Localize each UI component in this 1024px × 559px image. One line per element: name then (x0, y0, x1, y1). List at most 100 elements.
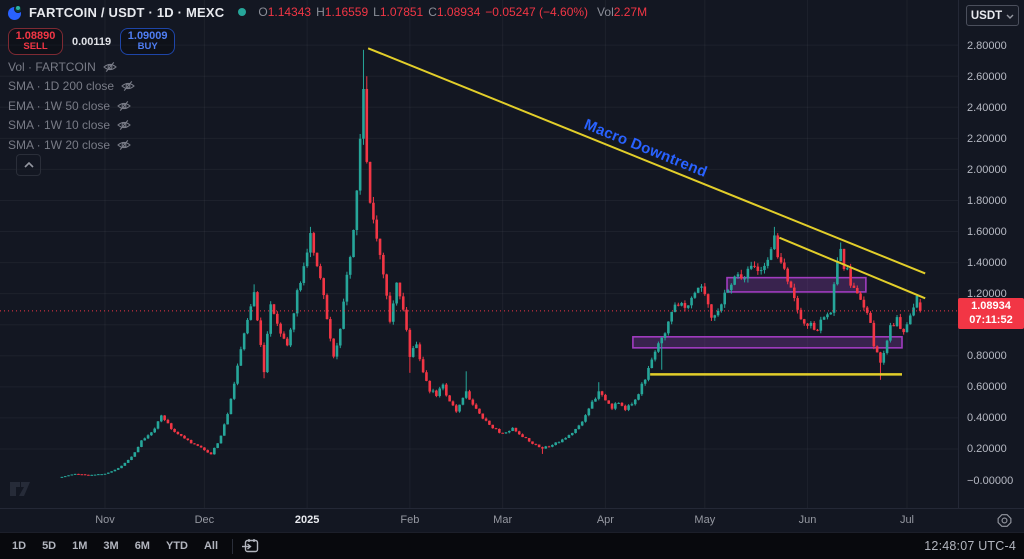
price-tick-label: 1.20000 (967, 288, 1007, 301)
candle-body (309, 233, 312, 253)
candle-body (236, 365, 239, 384)
time-tick-month: Nov (95, 514, 115, 526)
candle-body (133, 452, 137, 457)
candle-body (451, 401, 455, 406)
axis-settings-gear-icon[interactable] (997, 513, 1012, 533)
tradingview-logo (10, 482, 30, 496)
range-button-all[interactable]: All (203, 540, 219, 552)
candle-body (806, 323, 809, 326)
candle-body (700, 286, 703, 288)
candle-body (677, 304, 680, 306)
sell-button[interactable]: 1.08890 SELL (8, 28, 63, 55)
candle-body (607, 400, 611, 404)
price-axis[interactable]: USDT 1.08934 07:11:52 2.80000 2.60000 2.40… (958, 0, 1024, 531)
time-axis[interactable]: Nov Dec 2025 Feb Mar Apr May Jun Jul (0, 508, 1024, 532)
range-button-1m[interactable]: 1M (72, 540, 88, 552)
candle-body (338, 328, 342, 346)
price-tick-label: 2.40000 (967, 101, 1007, 114)
range-button-5d[interactable]: 5D (42, 540, 57, 552)
visibility-eye-off-icon[interactable] (102, 61, 117, 73)
candle-body (358, 138, 362, 191)
candle-body (895, 317, 899, 327)
indicator-row[interactable]: EMA · 1W 50 close (8, 96, 135, 116)
time-tick-month: Apr (596, 514, 614, 526)
session-clock[interactable]: 12:48:07 UTC-4 (924, 539, 1016, 553)
visibility-eye-off-icon[interactable] (117, 119, 131, 131)
resistance-zone[interactable] (726, 276, 867, 293)
candle-body (643, 379, 647, 384)
price-tick-label: 1.60000 (967, 226, 1007, 239)
indicator-row[interactable]: SMA · 1W 10 close (8, 116, 135, 136)
range-button-1d[interactable]: 1D (12, 540, 27, 552)
visibility-eye-off-icon[interactable] (117, 100, 131, 112)
goto-date-button[interactable] (241, 538, 260, 554)
candle-body (859, 293, 862, 300)
candle-body (812, 322, 816, 330)
close-value: 1.08934 (436, 5, 481, 19)
candle-body (126, 460, 130, 463)
candle-body (660, 337, 664, 344)
candle-body (796, 298, 799, 310)
candle-body (345, 274, 349, 302)
legend-collapse-button[interactable] (16, 154, 41, 176)
candle-body (686, 305, 690, 308)
candle-body (617, 402, 620, 404)
price-tick-label: 0.20000 (967, 443, 1007, 456)
price-tick-label: 0.40000 (967, 412, 1007, 425)
macro-downtrend-line[interactable] (367, 47, 926, 275)
support-zone[interactable] (632, 336, 903, 349)
toolbar-divider (232, 538, 234, 554)
candle-body (362, 88, 365, 139)
candle-body (401, 296, 405, 310)
currency-toggle-button[interactable]: USDT (966, 5, 1019, 26)
time-tick-month: Jun (798, 514, 817, 526)
candle-body (507, 430, 511, 433)
price-tick-label: 2.20000 (967, 132, 1007, 145)
candle-body (100, 474, 103, 476)
candle-body (352, 229, 355, 258)
candle-body (726, 290, 730, 293)
candle-body (179, 434, 183, 436)
range-button-ytd[interactable]: YTD (165, 540, 188, 552)
indicator-row[interactable]: SMA · 1D 200 close (8, 77, 135, 97)
candle-body (83, 474, 87, 476)
range-button-6m[interactable]: 6M (134, 540, 150, 552)
candle-body (405, 309, 408, 330)
candle-body (577, 425, 581, 429)
candle-body (464, 391, 468, 398)
candle-body (819, 319, 823, 331)
symbol-title[interactable]: FARTCOIN / USDT · 1D · MEXC (29, 4, 225, 20)
candle-body (160, 415, 163, 422)
candle-body (408, 329, 412, 357)
visibility-eye-off-icon[interactable] (117, 139, 131, 151)
candle-body (196, 444, 200, 446)
candle-body (259, 320, 263, 345)
high-label: H (316, 5, 325, 19)
candle-body (908, 315, 912, 325)
candle-body (256, 292, 259, 321)
candle-body (60, 476, 64, 478)
inner-downtrend-line[interactable] (778, 236, 926, 300)
low-value: 1.07851 (379, 5, 424, 19)
indicator-row[interactable]: SMA · 1W 20 close (8, 135, 135, 155)
candle-body (776, 235, 780, 258)
bar-countdown: 07:11:52 (969, 313, 1013, 326)
time-tick-month: Dec (194, 514, 215, 526)
candle-body (110, 471, 113, 473)
indicator-row[interactable]: Vol · FARTCOIN (8, 57, 135, 77)
buy-button[interactable]: 1.09009 BUY (120, 28, 176, 55)
close-label: C (428, 5, 437, 19)
candle-body (199, 445, 203, 448)
price-chart[interactable] (0, 0, 1024, 531)
candle-body (176, 431, 180, 435)
candle-body (106, 472, 110, 474)
volume-value: 2.27M (613, 5, 648, 19)
candle-body (332, 338, 335, 357)
candle-body (468, 391, 471, 400)
range-button-3m[interactable]: 3M (103, 540, 119, 552)
visibility-eye-off-icon[interactable] (121, 80, 135, 92)
volume-label: Vol (597, 5, 614, 19)
candle-body (736, 274, 740, 277)
candle-body (395, 282, 398, 304)
candle-body (534, 443, 538, 445)
